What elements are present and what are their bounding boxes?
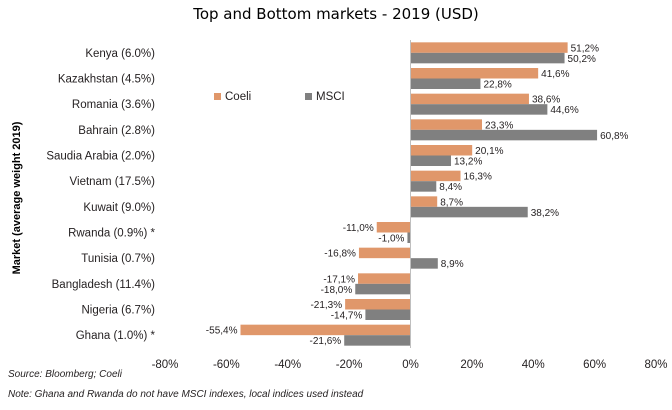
legend-label-msci: MSCI bbox=[316, 91, 345, 103]
bar-coeli bbox=[410, 68, 539, 79]
category-label: Kenya (6.0%) bbox=[85, 48, 155, 60]
x-tick-label: 60% bbox=[583, 359, 606, 371]
data-label-msci: -1,0% bbox=[378, 234, 404, 245]
data-label-msci: 44,6% bbox=[550, 105, 578, 116]
bar-coeli bbox=[410, 196, 438, 207]
bar-coeli bbox=[410, 42, 568, 53]
data-label-msci: 8,4% bbox=[439, 182, 462, 193]
data-label-coeli: -17,1% bbox=[323, 274, 355, 285]
category-label: Ghana (1.0%) * bbox=[76, 330, 156, 342]
bars-group bbox=[240, 42, 598, 346]
x-tick-label: -40% bbox=[274, 359, 301, 371]
legend-label-coeli: Coeli bbox=[225, 91, 251, 103]
data-label-coeli: 41,6% bbox=[541, 69, 569, 80]
legend-swatch-msci bbox=[305, 93, 312, 100]
data-label-msci: 8,9% bbox=[441, 259, 464, 270]
y-axis-label: Market (average weight 2019) bbox=[11, 121, 23, 274]
bar-coeli bbox=[410, 119, 483, 130]
source-note: Source: Bloomberg; Coeli bbox=[8, 369, 122, 380]
bar-msci bbox=[410, 104, 548, 115]
data-label-coeli: -16,8% bbox=[324, 249, 356, 260]
bar-msci bbox=[410, 78, 481, 89]
data-label-msci: 38,2% bbox=[531, 208, 559, 219]
bar-coeli bbox=[410, 93, 529, 105]
category-label: Tunisia (0.7%) bbox=[81, 253, 155, 265]
category-label: Kuwait (9.0%) bbox=[83, 202, 155, 214]
bar-coeli bbox=[240, 324, 411, 336]
category-label: Bahrain (2.8%) bbox=[78, 125, 155, 137]
category-label: Nigeria (6.7%) bbox=[82, 305, 156, 317]
data-label-coeli: 23,3% bbox=[485, 120, 513, 131]
data-label-msci: -14,7% bbox=[331, 311, 363, 322]
data-label-msci: 13,2% bbox=[454, 157, 482, 168]
bar-msci bbox=[410, 155, 452, 166]
category-label: Bangladesh (11.4%) bbox=[52, 279, 156, 291]
x-tick-label: 20% bbox=[460, 359, 483, 371]
legend-swatch-coeli bbox=[214, 93, 221, 100]
data-label-coeli: -11,0% bbox=[343, 223, 374, 234]
bar-msci bbox=[365, 309, 411, 320]
category-label: Saudia Arabia (2.0%) bbox=[46, 151, 155, 163]
x-tick-label: 0% bbox=[402, 359, 419, 371]
x-tick-label: 80% bbox=[644, 359, 667, 371]
bar-coeli bbox=[410, 145, 473, 156]
legend: Coeli MSCI bbox=[214, 91, 345, 103]
data-label-coeli: 8,7% bbox=[440, 197, 463, 208]
bar-msci bbox=[344, 335, 411, 346]
bar-msci bbox=[355, 283, 411, 295]
category-label: Romania (3.6%) bbox=[72, 99, 155, 111]
x-tick-label: -20% bbox=[336, 359, 363, 371]
bar-coeli bbox=[345, 299, 411, 310]
x-tick-label: 40% bbox=[522, 359, 545, 371]
bar-coeli bbox=[410, 170, 461, 182]
data-label-msci: -21,6% bbox=[310, 336, 342, 347]
category-label: Vietnam (17.5%) bbox=[70, 176, 156, 188]
bar-msci bbox=[410, 181, 437, 192]
bar-msci bbox=[407, 232, 411, 243]
bar-msci bbox=[410, 52, 565, 64]
data-label-msci: -18,0% bbox=[321, 285, 353, 296]
data-label-coeli: 38,6% bbox=[532, 95, 560, 106]
data-label-coeli: -21,3% bbox=[310, 300, 342, 311]
data-label-coeli: -55,4% bbox=[206, 326, 238, 337]
bar-msci bbox=[410, 258, 438, 269]
data-label-msci: 60,8% bbox=[600, 131, 628, 142]
data-label-coeli: 51,2% bbox=[571, 43, 599, 54]
data-label-coeli: 16,3% bbox=[464, 172, 492, 183]
data-labels-group: 51,2%50,2% 41,6% 22,8% 38,6%44,6% 23,3% 60,8%… bbox=[206, 43, 629, 347]
data-label-msci: 50,2% bbox=[568, 54, 596, 65]
bar-coeli bbox=[376, 222, 411, 233]
footnote: Note: Ghana and Rwanda do not have MSCI … bbox=[8, 389, 364, 400]
data-label-msci: 22,8% bbox=[483, 80, 511, 91]
bar-msci bbox=[410, 129, 598, 141]
category-label: Kazakhstan (4.5%) bbox=[58, 74, 155, 86]
x-axis: -80% -60% -40% -20% 0% 20% 40% 60% 80% bbox=[152, 40, 668, 371]
x-tick-label: -80% bbox=[152, 359, 179, 371]
bar-coeli bbox=[358, 247, 411, 259]
category-label: Rwanda (0.9%) * bbox=[68, 228, 155, 240]
bar-coeli bbox=[358, 273, 411, 284]
chart-title: Top and Bottom markets - 2019 (USD) bbox=[192, 5, 479, 23]
data-label-coeli: 20,1% bbox=[475, 146, 503, 157]
bar-msci bbox=[410, 206, 528, 218]
x-tick-label: -60% bbox=[213, 359, 240, 371]
category-labels-group: Kenya (6.0%) Kazakhstan (4.5%) Romania (3.… bbox=[46, 48, 155, 342]
